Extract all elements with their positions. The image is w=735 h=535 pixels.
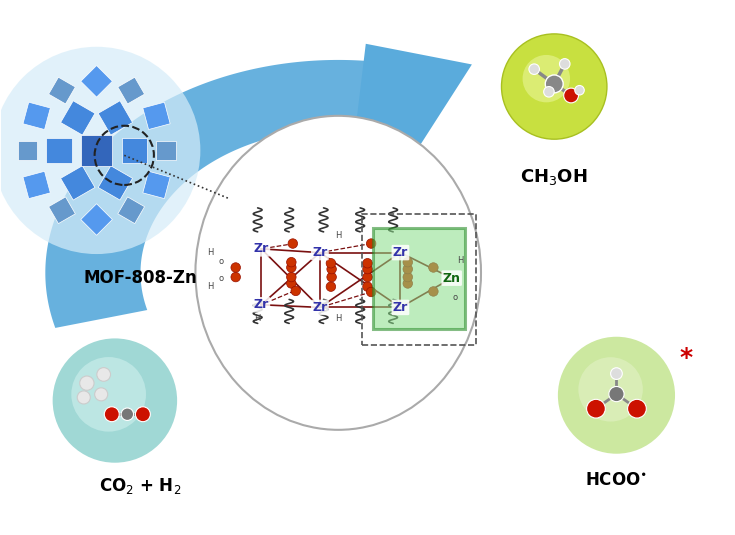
- Text: o: o: [218, 257, 223, 265]
- Polygon shape: [46, 138, 71, 163]
- Text: CO$_2$ + H$_2$: CO$_2$ + H$_2$: [99, 476, 182, 496]
- Circle shape: [403, 279, 412, 288]
- Circle shape: [135, 407, 151, 422]
- Text: H: H: [207, 248, 213, 257]
- Circle shape: [97, 368, 110, 381]
- Text: Zn: Zn: [442, 272, 461, 285]
- Text: MOF-808-Zn: MOF-808-Zn: [84, 269, 198, 287]
- Circle shape: [564, 88, 578, 103]
- Circle shape: [288, 239, 298, 248]
- Circle shape: [523, 55, 570, 102]
- Circle shape: [517, 50, 591, 124]
- Circle shape: [587, 399, 606, 418]
- Circle shape: [327, 264, 337, 274]
- Text: *: *: [679, 346, 692, 370]
- Polygon shape: [121, 138, 147, 163]
- Polygon shape: [156, 141, 176, 160]
- Circle shape: [231, 272, 240, 282]
- Polygon shape: [23, 171, 51, 198]
- Circle shape: [429, 263, 438, 272]
- Text: H: H: [457, 256, 464, 265]
- Circle shape: [121, 408, 134, 421]
- Circle shape: [363, 272, 372, 282]
- Circle shape: [367, 239, 376, 248]
- Circle shape: [326, 258, 336, 268]
- Circle shape: [291, 286, 301, 296]
- Circle shape: [367, 287, 376, 297]
- Circle shape: [287, 279, 296, 288]
- Text: Zr: Zr: [392, 246, 408, 259]
- Text: Zr: Zr: [254, 242, 269, 255]
- Polygon shape: [49, 77, 76, 104]
- Polygon shape: [118, 77, 145, 104]
- Circle shape: [403, 272, 412, 282]
- Circle shape: [544, 87, 554, 97]
- Text: HCOO$^{\bullet}$: HCOO$^{\bullet}$: [586, 471, 648, 490]
- Text: H: H: [335, 314, 341, 323]
- Bar: [373, 227, 465, 328]
- Polygon shape: [23, 102, 51, 129]
- Circle shape: [611, 368, 623, 379]
- Polygon shape: [143, 171, 171, 198]
- Polygon shape: [81, 65, 112, 97]
- Circle shape: [363, 258, 372, 268]
- Circle shape: [628, 399, 646, 418]
- Polygon shape: [81, 204, 112, 235]
- Polygon shape: [143, 102, 171, 129]
- Ellipse shape: [196, 116, 481, 430]
- Polygon shape: [46, 60, 414, 328]
- Circle shape: [363, 282, 372, 292]
- Polygon shape: [18, 141, 37, 160]
- Circle shape: [231, 263, 240, 272]
- Circle shape: [609, 386, 624, 402]
- Circle shape: [0, 47, 201, 254]
- Polygon shape: [60, 166, 95, 200]
- Circle shape: [77, 391, 90, 404]
- Circle shape: [327, 272, 337, 282]
- Circle shape: [533, 65, 576, 108]
- Polygon shape: [49, 197, 76, 224]
- Circle shape: [287, 272, 296, 282]
- Circle shape: [578, 357, 643, 422]
- Text: H: H: [335, 231, 341, 240]
- Polygon shape: [98, 166, 132, 200]
- Text: H: H: [207, 281, 213, 291]
- Text: Zr: Zr: [312, 301, 328, 314]
- Circle shape: [545, 75, 563, 93]
- Circle shape: [559, 59, 570, 69]
- Circle shape: [104, 407, 119, 422]
- Text: Zr: Zr: [254, 298, 269, 311]
- Circle shape: [575, 86, 584, 95]
- Circle shape: [287, 257, 296, 267]
- Text: Zr: Zr: [312, 246, 328, 259]
- Text: CH$_3$OH: CH$_3$OH: [520, 167, 588, 187]
- Polygon shape: [354, 44, 472, 153]
- Circle shape: [429, 287, 438, 296]
- Text: Zr: Zr: [392, 301, 408, 314]
- Circle shape: [95, 388, 108, 401]
- Circle shape: [363, 264, 372, 274]
- Circle shape: [529, 64, 539, 74]
- Polygon shape: [60, 101, 95, 135]
- Polygon shape: [81, 135, 112, 166]
- Circle shape: [53, 339, 177, 463]
- Text: o: o: [453, 293, 458, 302]
- Circle shape: [326, 282, 336, 292]
- Circle shape: [79, 376, 94, 391]
- Circle shape: [287, 263, 296, 272]
- Circle shape: [558, 337, 675, 454]
- Text: o: o: [218, 273, 223, 282]
- Text: H: H: [254, 314, 261, 323]
- Circle shape: [501, 34, 607, 139]
- Bar: [362, 215, 476, 345]
- Circle shape: [403, 257, 412, 267]
- Polygon shape: [118, 197, 145, 224]
- Polygon shape: [98, 101, 132, 135]
- Circle shape: [71, 357, 146, 432]
- Circle shape: [403, 264, 412, 274]
